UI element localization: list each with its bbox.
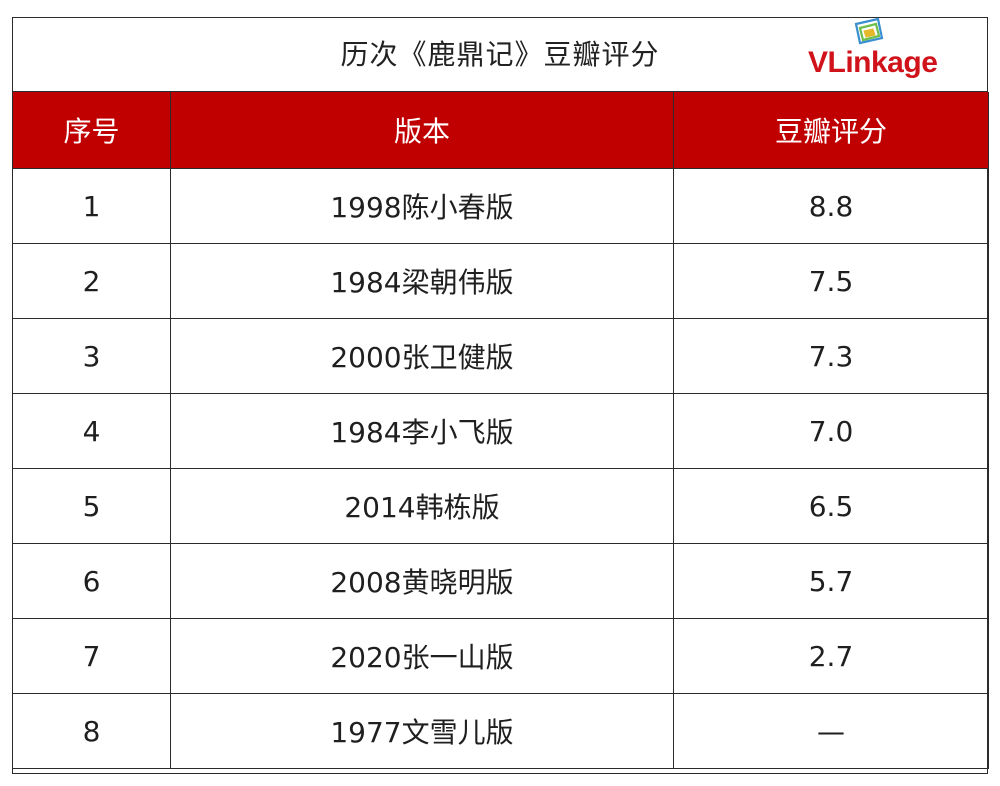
table-row: 7 2020张一山版 2.7 [12,618,989,694]
header-index: 序号 [12,92,171,169]
row-version: 2014韩栋版 [170,468,674,544]
row-score: 7.0 [673,393,989,469]
logo-wordmark: VLinkage [808,46,938,79]
title-row: 历次《鹿鼎记》豆瓣评分 [12,17,988,92]
row-score: 5.7 [673,543,989,619]
table-row: 3 2000张卫健版 7.3 [12,318,989,394]
row-index: 1 [12,168,171,244]
row-index: 8 [12,693,171,769]
row-score: — [673,693,989,769]
header-score: 豆瓣评分 [673,92,989,169]
table-row: 6 2008黄晓明版 5.7 [12,543,989,619]
row-score: 6.5 [673,468,989,544]
ratings-table: 序号 版本 豆瓣评分 1 1998陈小春版 8.8 2 1984梁朝伟版 7.5… [12,92,989,769]
table-row: 4 1984李小飞版 7.0 [12,393,989,469]
row-version: 2000张卫健版 [170,318,674,394]
vlinkage-logo: VLinkage [808,17,978,80]
table-row: 2 1984梁朝伟版 7.5 [12,243,989,319]
logo-emblem-icon [854,17,884,45]
row-version: 2020张一山版 [170,618,674,694]
header-row: 序号 版本 豆瓣评分 [12,92,989,169]
row-score: 2.7 [673,618,989,694]
row-score: 7.5 [673,243,989,319]
row-score: 8.8 [673,168,989,244]
row-score: 7.3 [673,318,989,394]
table-row: 8 1977文雪儿版 — [12,693,989,769]
row-index: 4 [12,393,171,469]
row-version: 2008黄晓明版 [170,543,674,619]
row-version: 1984梁朝伟版 [170,243,674,319]
row-version: 1984李小飞版 [170,393,674,469]
row-index: 6 [12,543,171,619]
header-version: 版本 [170,92,674,169]
row-index: 2 [12,243,171,319]
row-index: 3 [12,318,171,394]
table-row: 5 2014韩栋版 6.5 [12,468,989,544]
table-title: 历次《鹿鼎记》豆瓣评分 [340,38,660,71]
row-index: 5 [12,468,171,544]
row-index: 7 [12,618,171,694]
row-version: 1977文雪儿版 [170,693,674,769]
table-row: 1 1998陈小春版 8.8 [12,168,989,244]
row-version: 1998陈小春版 [170,168,674,244]
